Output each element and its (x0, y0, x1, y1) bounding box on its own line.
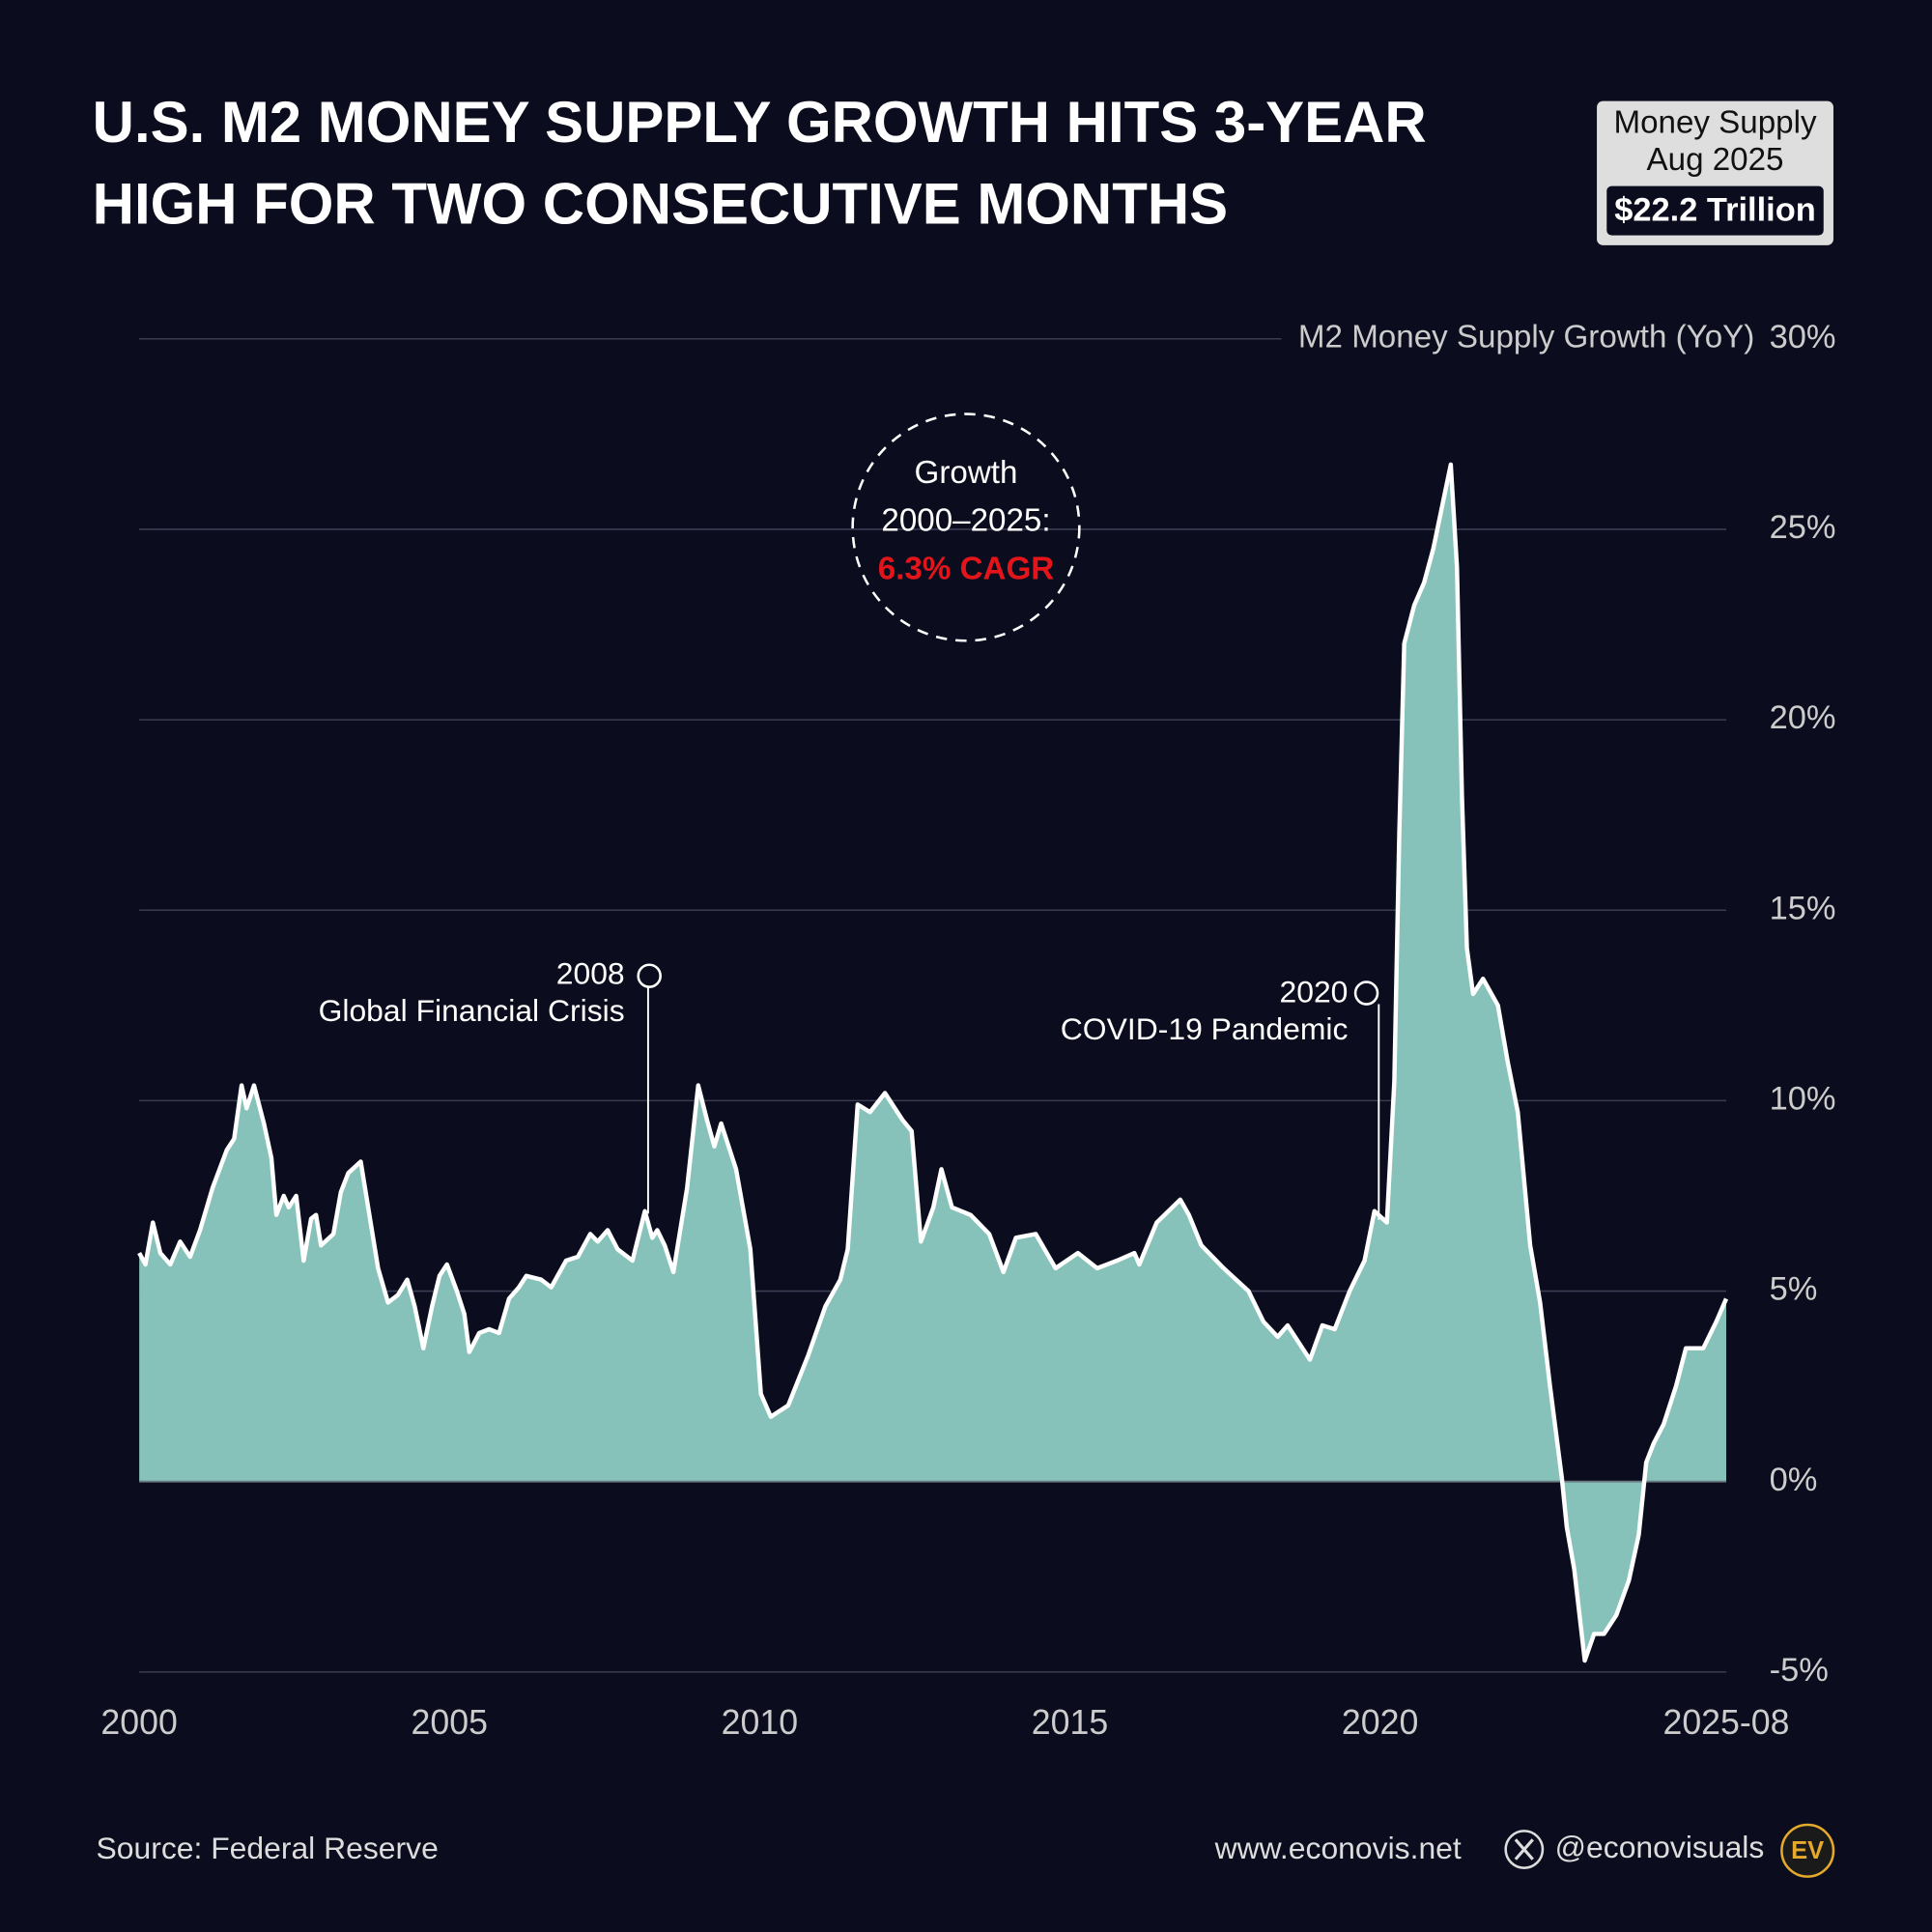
y-tick-label: 10% (1770, 1080, 1836, 1117)
callout-highlight: 6.3% CAGR (878, 551, 1054, 586)
x-tick-label: 2005 (412, 1703, 488, 1742)
plot-area (137, 462, 1729, 1663)
y-tick-label: 20% (1770, 699, 1836, 736)
x-axis: 2000 2005 2010 2015 2020 2025-08 (100, 1703, 1789, 1742)
badge-value: $22.2 Trillion (1614, 191, 1816, 228)
source: Source: Federal Reserve (96, 1831, 438, 1865)
y-tick-label: -5% (1770, 1652, 1829, 1689)
icon-circle (1504, 1830, 1545, 1869)
badge-text: Money Supply (1613, 105, 1817, 141)
callout-text: 2000–2025: (881, 503, 1050, 539)
line (137, 462, 1729, 1663)
badge: Money Supply Aug 2025 $22.2 Trillion (1597, 100, 1833, 245)
annotation-label: Global Financial Crisis (319, 993, 625, 1028)
icon-x (1514, 1838, 1534, 1861)
annotation-year: 2008 (556, 956, 625, 991)
callout: Growth 2000–2025: 6.3% CAGR (851, 412, 1081, 642)
x-tick-label: 2010 (722, 1703, 798, 1742)
annotation-year: 2020 (1279, 975, 1348, 1009)
badge-text: Aug 2025 (1647, 142, 1784, 178)
website: www.econovis.net (1214, 1831, 1462, 1865)
handle: @econovisuals (1555, 1830, 1765, 1864)
annotation-dot (1353, 980, 1379, 1006)
annotation-label: COVID-19 Pandemic (1061, 1011, 1349, 1046)
y-tick-label: 0% (1770, 1462, 1818, 1498)
area (139, 464, 1726, 1662)
callout-circle (851, 412, 1081, 642)
callout-text: Growth (915, 455, 1018, 491)
chart-title: U.S. M2 MONEY SUPPLY GROWTH HITS 3-YEAR (93, 90, 1427, 155)
y-tick-label: 15% (1770, 890, 1836, 926)
chart-title: HIGH FOR TWO CONSECUTIVE MONTHS (93, 171, 1228, 236)
annotation-dot (637, 963, 662, 988)
logo: EV (1791, 1837, 1824, 1864)
badge-value-box (1606, 185, 1824, 236)
x-icon (1504, 1830, 1545, 1869)
x-tick-label: 2015 (1032, 1703, 1108, 1742)
annotation: 2008 Global Financial Crisis (319, 956, 662, 1214)
x-tick-label: 2020 (1342, 1703, 1418, 1742)
y-tick-label: 5% (1770, 1271, 1818, 1308)
y-tick-label: 25% (1770, 509, 1836, 546)
annotation: 2020 COVID-19 Pandemic (1061, 975, 1380, 1220)
x-tick-label: 2000 (100, 1703, 177, 1742)
y-tick-label: 30% (1770, 319, 1836, 355)
y-axis-label: M2 Money Supply Growth (YoY) (1298, 320, 1754, 355)
logo-circle (1780, 1823, 1835, 1878)
x-tick-label: 2025-08 (1662, 1703, 1789, 1742)
